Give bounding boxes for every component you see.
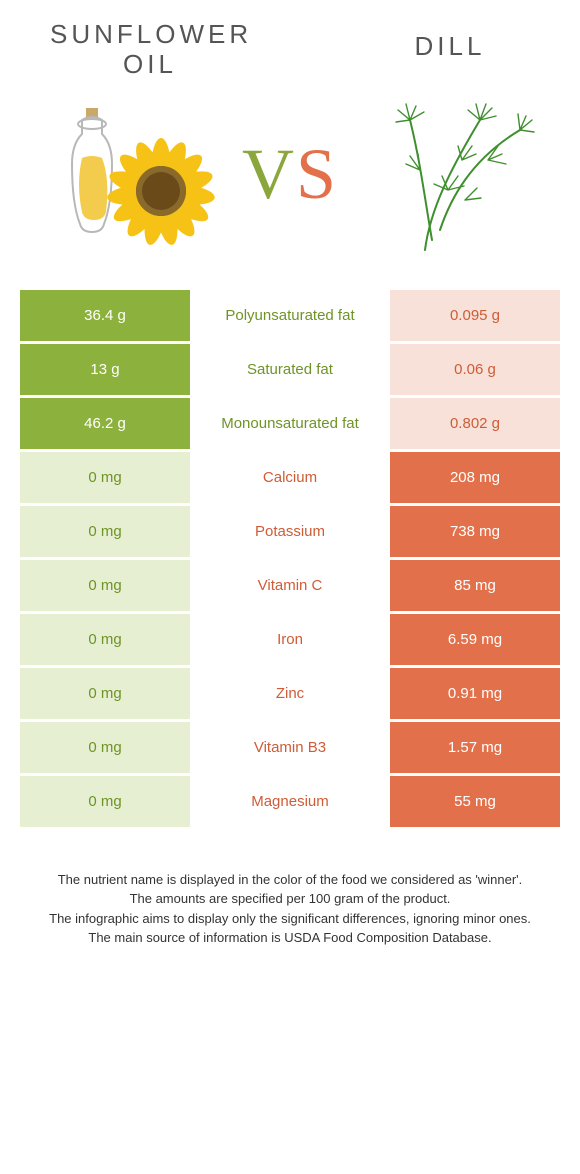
table-row: 13 gSaturated fat0.06 g [20,344,560,398]
table-row: 36.4 gPolyunsaturated fat0.095 g [20,290,560,344]
cell-left-value: 0 mg [20,776,190,827]
footnote-4: The main source of information is USDA F… [40,928,540,948]
cell-nutrient-label: Saturated fat [190,344,390,395]
cell-nutrient-label: Polyunsaturated fat [190,290,390,341]
cell-right-value: 55 mg [390,776,560,827]
cell-nutrient-label: Monounsaturated fat [190,398,390,449]
title-sunflower-oil: SUNFLOWER OIL [50,20,250,80]
cell-left-value: 46.2 g [20,398,190,449]
table-row: 0 mgVitamin B31.57 mg [20,722,560,776]
cell-left-value: 0 mg [20,668,190,719]
cell-left-value: 0 mg [20,452,190,503]
table-row: 0 mgMagnesium55 mg [20,776,560,830]
table-row: 0 mgCalcium208 mg [20,452,560,506]
images-row: VS [0,80,580,290]
cell-left-value: 0 mg [20,506,190,557]
image-dill [370,90,540,260]
cell-nutrient-label: Calcium [190,452,390,503]
cell-left-value: 0 mg [20,560,190,611]
table-row: 0 mgVitamin C85 mg [20,560,560,614]
vs-label: VS [242,133,338,216]
title-dill: DILL [370,20,530,62]
cell-nutrient-label: Magnesium [190,776,390,827]
table-row: 0 mgPotassium738 mg [20,506,560,560]
cell-right-value: 0.91 mg [390,668,560,719]
title-right-text: DILL [415,31,486,61]
cell-right-value: 738 mg [390,506,560,557]
vs-s: S [296,134,338,214]
image-sunflower-oil [40,90,210,260]
title-left-line1: SUNFLOWER [50,19,252,49]
cell-nutrient-label: Iron [190,614,390,665]
footnote-2: The amounts are specified per 100 gram o… [40,889,540,909]
table-row: 46.2 gMonounsaturated fat0.802 g [20,398,560,452]
cell-left-value: 0 mg [20,614,190,665]
cell-right-value: 6.59 mg [390,614,560,665]
cell-right-value: 208 mg [390,452,560,503]
cell-right-value: 0.095 g [390,290,560,341]
nutrient-table: 36.4 gPolyunsaturated fat0.095 g13 gSatu… [20,290,560,830]
footnote-1: The nutrient name is displayed in the co… [40,870,540,890]
header: SUNFLOWER OIL DILL [0,0,580,80]
cell-right-value: 1.57 mg [390,722,560,773]
cell-right-value: 0.06 g [390,344,560,395]
sunflower-icon [106,136,216,246]
table-row: 0 mgZinc0.91 mg [20,668,560,722]
cell-left-value: 0 mg [20,722,190,773]
cell-right-value: 0.802 g [390,398,560,449]
cell-nutrient-label: Potassium [190,506,390,557]
cell-left-value: 13 g [20,344,190,395]
vs-v: V [242,134,296,214]
cell-nutrient-label: Vitamin C [190,560,390,611]
table-row: 0 mgIron6.59 mg [20,614,560,668]
title-left-line2: OIL [123,49,177,79]
cell-nutrient-label: Vitamin B3 [190,722,390,773]
footnote-3: The infographic aims to display only the… [40,909,540,929]
dill-icon [370,90,540,260]
cell-right-value: 85 mg [390,560,560,611]
cell-left-value: 36.4 g [20,290,190,341]
cell-nutrient-label: Zinc [190,668,390,719]
footnotes: The nutrient name is displayed in the co… [40,870,540,948]
